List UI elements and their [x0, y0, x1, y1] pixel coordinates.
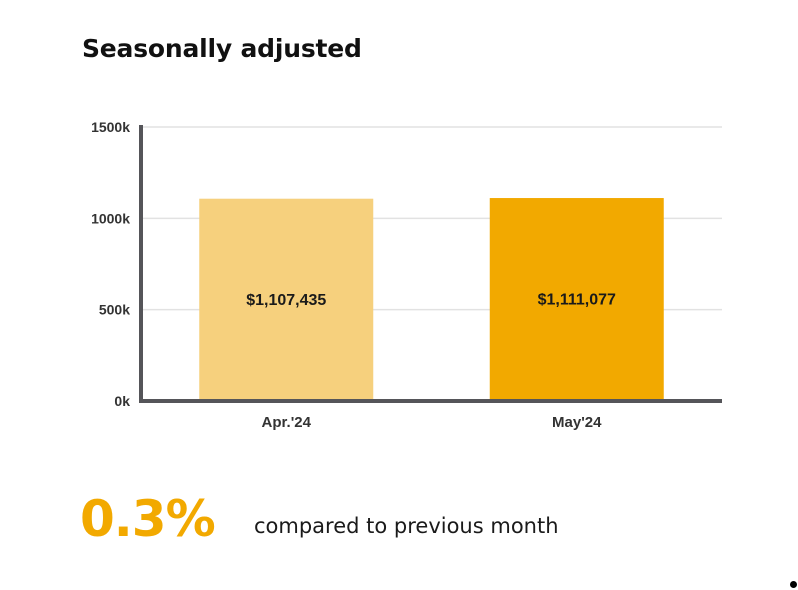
- y-tick-label: 1500k: [91, 119, 130, 135]
- y-tick-label: 500k: [99, 302, 130, 318]
- data-label: $1,111,077: [538, 292, 616, 309]
- bar: [199, 198, 374, 401]
- axes: [139, 125, 722, 403]
- change-caption: compared to previous month: [254, 514, 559, 538]
- bullet-dot: [790, 581, 797, 588]
- change-percentage: 0.3%: [80, 490, 216, 548]
- bar-chart: 0k 500k 1000k 1500k $1,107,435 Apr.'24 $1,111,…: [91, 119, 722, 431]
- bars: [199, 198, 664, 401]
- bar: [489, 198, 664, 401]
- x-tick-label: May'24: [552, 414, 602, 431]
- x-tick-label: Apr.'24: [262, 414, 312, 431]
- y-tick-label: 1000k: [91, 210, 130, 226]
- data-label: $1,107,435: [246, 292, 326, 309]
- page-title: Seasonally adjusted: [82, 34, 362, 63]
- labels: 0k 500k 1000k 1500k $1,107,435 Apr.'24 $1,111,…: [91, 119, 616, 431]
- y-tick-label: 0k: [114, 393, 130, 409]
